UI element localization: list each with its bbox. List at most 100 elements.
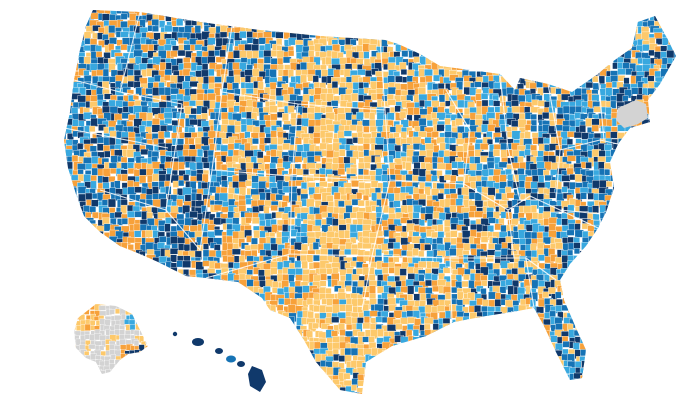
county-cell <box>611 273 620 281</box>
county-cell <box>579 70 587 80</box>
county-cell <box>650 287 657 298</box>
county-cell <box>561 57 568 66</box>
county-cell <box>294 88 301 95</box>
county-cell <box>518 20 526 30</box>
county-cell <box>612 262 620 272</box>
county-cell <box>166 10 175 15</box>
county-cell <box>307 21 316 30</box>
county-cell <box>357 31 364 39</box>
county-cell <box>519 14 526 25</box>
county-cell <box>246 311 254 319</box>
county-cell <box>133 263 142 273</box>
county-cell <box>153 273 162 283</box>
county-cell <box>673 187 676 196</box>
county-cell <box>177 75 185 83</box>
county-cell <box>306 297 314 306</box>
county-cell <box>83 273 92 283</box>
county-cell <box>108 137 116 146</box>
county-cell <box>480 15 487 25</box>
county-cell <box>642 169 649 179</box>
county-cell <box>579 10 589 16</box>
county-cell <box>637 144 647 154</box>
county-cell <box>597 285 607 295</box>
county-cell <box>177 299 186 307</box>
county-cell <box>618 10 628 16</box>
county-cell <box>67 225 76 233</box>
county-cell <box>388 31 397 42</box>
county-cell <box>672 231 676 241</box>
county-cell <box>407 294 414 301</box>
county-cell <box>338 10 346 15</box>
county-cell <box>611 237 620 245</box>
county-cell <box>641 10 649 16</box>
county-cell <box>660 12 668 20</box>
county-cell <box>636 131 647 138</box>
county-cell <box>519 40 528 50</box>
county-cell <box>231 248 241 255</box>
county-cell <box>436 20 446 28</box>
county-cell <box>251 175 259 184</box>
county-cell <box>114 211 123 218</box>
county-cell <box>636 249 643 258</box>
county-cell <box>622 95 629 102</box>
county-cell <box>480 93 489 100</box>
county-cell <box>294 292 303 300</box>
county-cell <box>425 279 433 287</box>
county-cell <box>672 250 676 259</box>
county-cell <box>350 19 358 26</box>
county-cell <box>134 279 143 287</box>
county-cell <box>169 248 179 255</box>
county-cell <box>507 19 516 29</box>
county-cell <box>524 131 531 139</box>
county-cell <box>227 280 234 289</box>
county-cell <box>64 274 70 283</box>
county-cell <box>600 224 609 232</box>
county-cell <box>381 267 389 274</box>
county-cell <box>506 312 513 322</box>
county-cell <box>630 299 637 308</box>
county-cell <box>133 267 143 275</box>
county-cell <box>649 256 657 265</box>
county-cell <box>135 300 145 307</box>
county-cell <box>437 193 444 200</box>
county-cell <box>636 198 644 206</box>
county-cell <box>185 305 195 313</box>
county-cell <box>201 56 208 64</box>
county-cell <box>91 254 101 262</box>
county-cell <box>449 248 458 256</box>
county-cell <box>660 176 670 184</box>
county-cell <box>146 273 155 283</box>
county-cell <box>668 157 676 166</box>
county-cell <box>233 311 241 321</box>
county-cell <box>301 260 308 269</box>
county-cell <box>637 207 647 217</box>
county-cell <box>64 26 68 34</box>
county-cell <box>623 169 632 180</box>
county-cell <box>643 162 652 172</box>
county-cell <box>538 225 545 232</box>
county-cell <box>600 57 609 67</box>
county-cell <box>604 263 614 273</box>
county-cell <box>535 306 544 314</box>
county-cell <box>98 254 106 261</box>
county-cell <box>362 291 370 298</box>
county-cell <box>666 25 676 33</box>
county-cell <box>289 144 298 152</box>
county-cell <box>513 10 522 13</box>
county-cell <box>166 310 175 318</box>
county-cell <box>368 285 376 294</box>
county-cell <box>399 268 407 277</box>
county-cell <box>625 26 635 35</box>
county-cell <box>635 158 642 168</box>
county-cell <box>641 225 652 232</box>
county-cell <box>413 56 420 63</box>
county-cell <box>164 87 172 96</box>
county-cell <box>493 43 502 51</box>
county-cell <box>666 125 674 132</box>
county-cell <box>72 288 80 295</box>
county-cell <box>102 168 111 177</box>
county-cell <box>520 31 527 41</box>
county-cell <box>629 31 637 41</box>
county-cell <box>644 192 654 202</box>
county-cell <box>561 186 568 193</box>
